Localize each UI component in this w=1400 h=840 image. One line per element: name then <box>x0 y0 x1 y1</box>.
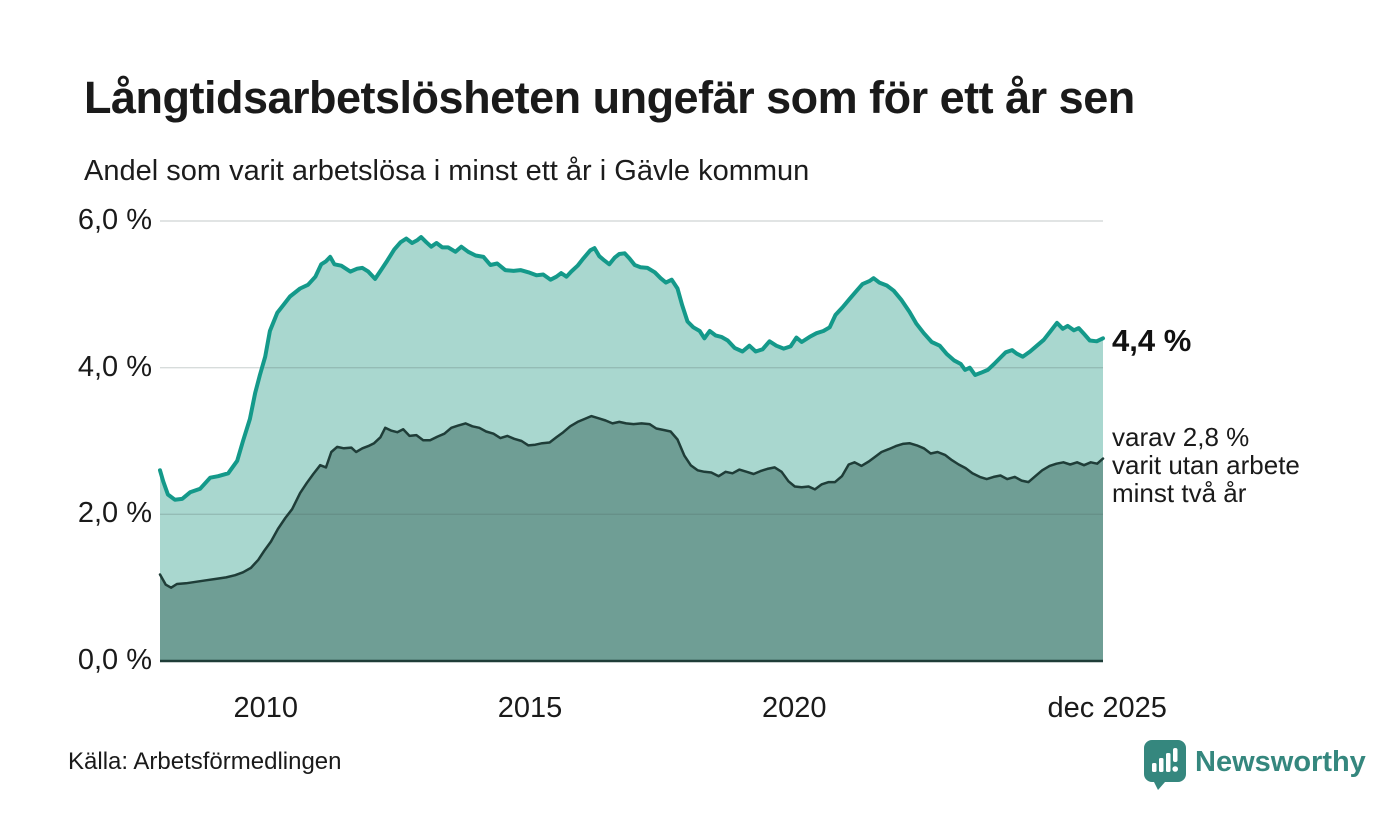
two-year-note-label: varav 2,8 % varit utan arbete minst två … <box>1112 422 1300 508</box>
y-tick-label: 0,0 % <box>77 644 152 676</box>
x-tick-label: dec 2025 <box>1047 692 1167 724</box>
latest-value-label: 4,4 % <box>1112 323 1192 358</box>
newsworthy-logo-icon <box>1144 740 1186 795</box>
x-tick-label: 2020 <box>762 692 827 724</box>
y-tick-label: 2,0 % <box>77 497 152 530</box>
x-tick-label: 2010 <box>233 692 298 724</box>
series-area <box>160 416 1103 661</box>
page-title: Långtidsarbetslösheten ungefär som för e… <box>84 72 1135 123</box>
newsworthy-brand: Newsworthy <box>1144 740 1366 795</box>
source-credit: Källa: Arbetsförmedlingen <box>68 748 342 775</box>
series-line <box>158 235 1105 502</box>
page-subtitle: Andel som varit arbetslösa i minst ett å… <box>84 155 810 187</box>
y-tick-label: 4,0 % <box>77 350 152 383</box>
newsworthy-wordmark: Newsworthy <box>1195 746 1366 778</box>
series-line <box>158 414 1105 589</box>
x-tick-label: 2015 <box>497 692 563 724</box>
y-tick-label: 6,0 % <box>77 204 152 236</box>
